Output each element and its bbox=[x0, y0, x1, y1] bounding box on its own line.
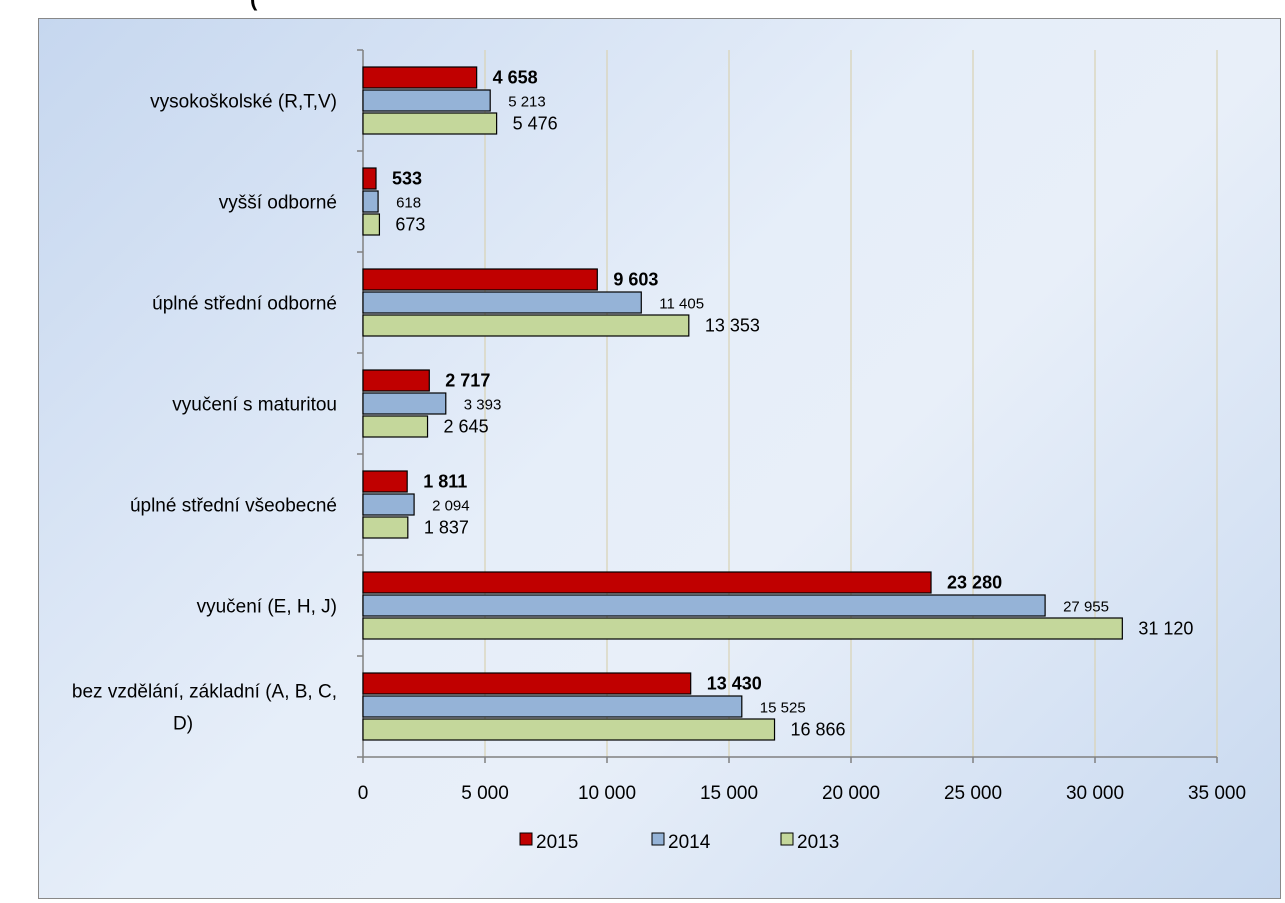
data-label-2015: 533 bbox=[392, 169, 422, 189]
bar-2014 bbox=[362, 695, 743, 718]
data-label-2013: 16 866 bbox=[791, 720, 846, 740]
category-label: vyučení s maturitou bbox=[172, 395, 337, 416]
data-label-2014: 618 bbox=[396, 195, 421, 212]
x-tick-label: 20 000 bbox=[822, 783, 880, 804]
bar-2015 bbox=[362, 369, 430, 392]
data-label-2014: 5 213 bbox=[508, 94, 546, 111]
x-tick-label: 5 000 bbox=[461, 783, 509, 804]
chart-area bbox=[38, 18, 1281, 899]
x-tick-label: 15 000 bbox=[700, 783, 758, 804]
x-tick-label: 0 bbox=[358, 783, 369, 804]
category-label: úplné střední všeobecné bbox=[130, 496, 337, 517]
chart-title-fragment: ( bbox=[250, 0, 257, 12]
data-label-2014: 11 405 bbox=[659, 296, 704, 313]
category-label: vyšší odborné bbox=[219, 193, 337, 214]
data-label-2013: 5 476 bbox=[513, 114, 558, 134]
bar-2013 bbox=[362, 415, 429, 438]
bar-2013 bbox=[362, 213, 381, 236]
data-label-2015: 1 811 bbox=[423, 472, 467, 492]
legend-swatch-2015 bbox=[519, 832, 533, 846]
bar-2014 bbox=[362, 493, 415, 516]
data-label-2015: 23 280 bbox=[947, 573, 1002, 593]
x-tick-label: 25 000 bbox=[944, 783, 1002, 804]
data-label-2014: 27 955 bbox=[1063, 599, 1109, 616]
data-label-2013: 2 645 bbox=[444, 417, 489, 437]
category-label: úplné střední odborné bbox=[152, 294, 337, 315]
data-label-2015: 4 658 bbox=[493, 68, 538, 88]
x-tick-label: 30 000 bbox=[1066, 783, 1124, 804]
bar-2013 bbox=[362, 314, 690, 337]
data-label-2014: 2 094 bbox=[432, 498, 470, 515]
bar-2015 bbox=[362, 470, 408, 493]
bar-2015 bbox=[362, 672, 692, 695]
data-label-2015: 13 430 bbox=[707, 674, 762, 694]
bar-2015 bbox=[362, 268, 598, 291]
data-label-2014: 15 525 bbox=[760, 700, 806, 717]
data-label-2013: 1 837 bbox=[424, 518, 469, 538]
data-label-2013: 13 353 bbox=[705, 316, 760, 336]
bar-2015 bbox=[362, 167, 377, 190]
bar-2013 bbox=[362, 617, 1123, 640]
bar-2013 bbox=[362, 718, 776, 741]
x-tick-label: 10 000 bbox=[578, 783, 636, 804]
bar-2015 bbox=[362, 66, 478, 89]
legend-swatch-2014 bbox=[651, 832, 665, 846]
data-label-2013: 31 120 bbox=[1138, 619, 1193, 639]
bar-2014 bbox=[362, 594, 1046, 617]
data-label-2013: 673 bbox=[395, 215, 425, 235]
x-tick-label: 35 000 bbox=[1188, 783, 1246, 804]
legend-label-2015: 2015 bbox=[536, 832, 578, 853]
bar-2014 bbox=[362, 190, 379, 213]
legend-swatch-2013 bbox=[780, 832, 794, 846]
category-label: D) bbox=[173, 714, 193, 735]
legend-label-2014: 2014 bbox=[668, 832, 711, 853]
data-label-2015: 9 603 bbox=[613, 270, 658, 290]
category-label: vyučení (E, H, J) bbox=[197, 597, 337, 618]
legend-label-2013: 2013 bbox=[797, 832, 839, 853]
bar-2014 bbox=[362, 291, 642, 314]
data-label-2015: 2 717 bbox=[445, 371, 490, 391]
bar-2015 bbox=[362, 571, 932, 594]
category-label: bez vzdělání, základní (A, B, C, bbox=[72, 682, 337, 703]
data-label-2014: 3 393 bbox=[464, 397, 502, 414]
bar-2013 bbox=[362, 516, 409, 539]
bar-2014 bbox=[362, 392, 447, 415]
bar-2013 bbox=[362, 112, 498, 135]
category-label: vysokoškolské (R,T,V) bbox=[150, 92, 337, 113]
bar-2014 bbox=[362, 89, 491, 112]
